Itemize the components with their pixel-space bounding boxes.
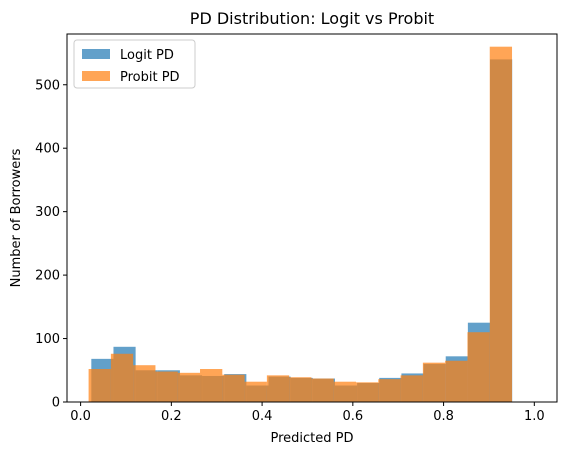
histogram-bar [467,332,490,402]
x-tick-label: 1.0 [524,409,545,424]
histogram-bar [110,353,134,402]
histogram-bar [311,378,334,402]
histogram-bar [333,381,357,402]
chart-title: PD Distribution: Logit vs Probit [190,9,434,28]
histogram-bar [200,369,223,402]
legend-label: Logit PD [120,48,174,63]
y-tick-label: 500 [35,78,60,93]
y-axis: 0 100 200 300 400 500 [35,78,67,411]
series-1 [88,46,513,402]
histogram-bar [177,372,201,402]
plot-area-frame [66,33,558,403]
histogram-bar [155,371,178,402]
x-tick-label: 0.8 [433,409,454,424]
x-axis-label: Predicted PD [270,431,353,446]
legend: Logit PD Probit PD [73,39,196,89]
histogram-bar [356,382,379,402]
y-tick-label: 400 [35,142,60,157]
y-axis-label: Number of Borrowers [9,148,24,287]
histogram-bar [400,375,423,402]
x-axis: 0.0 0.2 0.4 0.6 0.8 1.0 [70,402,545,424]
histogram-bar [489,46,513,402]
histogram-bar [244,381,267,402]
histogram-bar [289,377,312,402]
bars-layer [88,46,513,403]
y-tick-label: 200 [35,269,60,284]
legend-label: Probit PD [120,70,180,85]
histogram-bar [133,365,156,402]
histogram-bar [378,379,401,402]
series-0 [91,59,513,403]
histogram-bar [88,369,111,402]
legend-swatch [82,49,110,59]
histogram-bar [222,374,245,402]
legend-swatch [82,71,110,81]
y-tick-label: 100 [35,332,60,347]
y-tick-label: 300 [35,205,60,220]
x-tick-label: 0.0 [70,409,91,424]
histogram-bar [445,360,468,402]
y-tick-label: 0 [52,396,60,411]
histogram-bar [422,362,446,402]
x-tick-label: 0.6 [342,409,363,424]
x-tick-label: 0.4 [252,409,273,424]
histogram-bar [266,375,290,402]
x-tick-label: 0.2 [161,409,182,424]
